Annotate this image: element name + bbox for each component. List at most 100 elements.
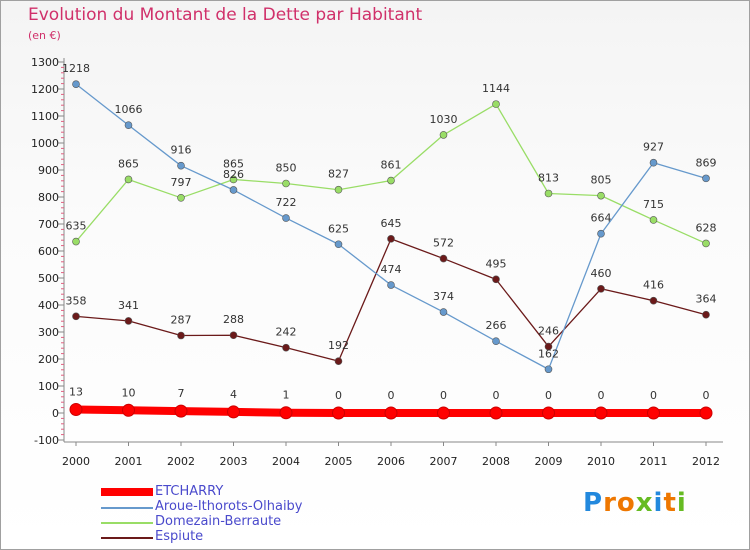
data-point-aroue-ithorots-olhaiby: [702, 174, 710, 183]
data-label-espiute: 358: [66, 294, 87, 307]
data-label-aroue-ithorots-olhaiby: 869: [696, 156, 717, 169]
data-label-aroue-ithorots-olhaiby: 625: [328, 222, 349, 235]
legend-label: Espiute: [155, 529, 204, 544]
data-label-espiute: 192: [328, 339, 349, 352]
data-label-aroue-ithorots-olhaiby: 162: [538, 347, 559, 360]
data-point-aroue-ithorots-olhaiby: [124, 121, 133, 129]
data-label-aroue-ithorots-olhaiby: 927: [643, 141, 664, 154]
brand-letter: o: [616, 488, 636, 518]
data-point-espiute: [282, 343, 290, 352]
data-label-aroue-ithorots-olhaiby: 1066: [115, 103, 143, 116]
y-tick-label: -100: [34, 434, 59, 447]
data-label-domezain-berraute: 797: [171, 176, 192, 189]
y-tick-label: 200: [38, 353, 59, 366]
y-tick-label: 900: [38, 164, 59, 177]
data-point-etcharry: [489, 406, 503, 420]
data-point-espiute: [229, 331, 238, 340]
data-point-etcharry: [384, 406, 398, 420]
y-tick-label: 1100: [31, 110, 59, 123]
data-label-etcharry: 0: [703, 389, 710, 402]
y-tick-label: 800: [38, 191, 59, 204]
chart-title: Evolution du Montant de la Dette par Hab…: [28, 5, 423, 25]
data-point-etcharry: [279, 406, 293, 420]
data-point-aroue-ithorots-olhaiby: [229, 186, 238, 194]
data-label-espiute: 364: [696, 293, 717, 306]
data-label-aroue-ithorots-olhaiby: 826: [223, 168, 244, 181]
data-label-etcharry: 0: [598, 389, 605, 402]
legend-swatch: [101, 537, 153, 539]
x-tick-label: 2002: [167, 455, 195, 468]
x-tick-label: 2005: [325, 455, 353, 468]
x-tick-label: 2008: [482, 455, 510, 468]
legend-label: ETCHARRY: [155, 484, 224, 499]
data-label-espiute: 572: [433, 237, 454, 250]
data-label-espiute: 287: [171, 314, 192, 327]
x-tick-label: 2012: [692, 455, 720, 468]
data-point-aroue-ithorots-olhaiby: [544, 365, 553, 374]
data-label-domezain-berraute: 1144: [482, 82, 510, 95]
y-tick-label: 400: [38, 299, 59, 312]
data-label-domezain-berraute: 827: [328, 168, 349, 181]
x-tick-label: 2003: [220, 455, 248, 468]
data-point-aroue-ithorots-olhaiby: [597, 229, 605, 238]
data-point-domezain-berraute: [597, 191, 605, 200]
data-label-espiute: 645: [381, 217, 402, 230]
data-point-domezain-berraute: [702, 239, 710, 248]
data-point-espiute: [439, 254, 448, 263]
data-label-etcharry: 0: [650, 389, 657, 402]
data-label-aroue-ithorots-olhaiby: 474: [381, 263, 402, 276]
data-point-domezain-berraute: [544, 189, 553, 198]
data-point-espiute: [177, 331, 185, 340]
data-point-etcharry: [69, 402, 83, 416]
data-point-espiute: [492, 275, 500, 284]
y-tick-label: 500: [38, 272, 59, 285]
data-point-espiute: [387, 235, 395, 243]
data-point-aroue-ithorots-olhaiby: [649, 158, 658, 167]
brand-letter: i: [676, 488, 687, 518]
y-tick-label: 1300: [31, 56, 59, 69]
legend-swatch: [101, 522, 153, 524]
data-point-espiute: [702, 310, 710, 319]
data-label-aroue-ithorots-olhaiby: 722: [276, 196, 297, 209]
data-label-aroue-ithorots-olhaiby: 266: [486, 319, 507, 332]
data-point-domezain-berraute: [649, 216, 658, 224]
data-label-domezain-berraute: 813: [538, 171, 559, 184]
y-tick-label: 700: [38, 218, 59, 231]
data-point-espiute: [649, 296, 658, 305]
legend-swatch: [101, 488, 153, 496]
brand-letter: i: [653, 488, 664, 518]
data-label-etcharry: 0: [493, 389, 500, 402]
x-tick-label: 2010: [587, 455, 615, 468]
data-point-espiute: [72, 312, 80, 321]
data-label-domezain-berraute: 1030: [430, 113, 458, 126]
data-point-domezain-berraute: [124, 175, 133, 184]
legend-label: Domezain-Berraute: [155, 514, 282, 529]
data-label-espiute: 416: [643, 279, 664, 292]
data-label-domezain-berraute: 635: [66, 220, 87, 233]
data-label-domezain-berraute: 805: [591, 174, 612, 187]
y-tick-label: 600: [38, 245, 59, 258]
data-label-espiute: 242: [276, 326, 297, 339]
x-tick-label: 2009: [535, 455, 563, 468]
y-tick-label: 100: [38, 380, 59, 393]
y-tick-label: 1200: [31, 83, 59, 96]
x-tick-label: 2001: [115, 455, 143, 468]
data-point-domezain-berraute: [177, 194, 185, 202]
data-label-etcharry: 7: [178, 387, 185, 400]
data-point-etcharry: [227, 405, 240, 419]
data-label-domezain-berraute: 850: [276, 162, 297, 175]
brand-letter: r: [603, 488, 617, 518]
data-label-espiute: 246: [538, 325, 559, 338]
data-point-domezain-berraute: [282, 179, 290, 188]
y-tick-label: 0: [52, 407, 59, 420]
data-point-aroue-ithorots-olhaiby: [282, 214, 290, 222]
y-tick-label: 300: [38, 326, 59, 339]
data-label-etcharry: 1: [283, 389, 290, 402]
y-tick-label: 1000: [31, 137, 59, 150]
data-label-domezain-berraute: 715: [643, 198, 664, 211]
chart-subtitle: (en €): [28, 29, 61, 42]
data-point-espiute: [124, 317, 133, 325]
x-tick-label: 2004: [272, 455, 300, 468]
